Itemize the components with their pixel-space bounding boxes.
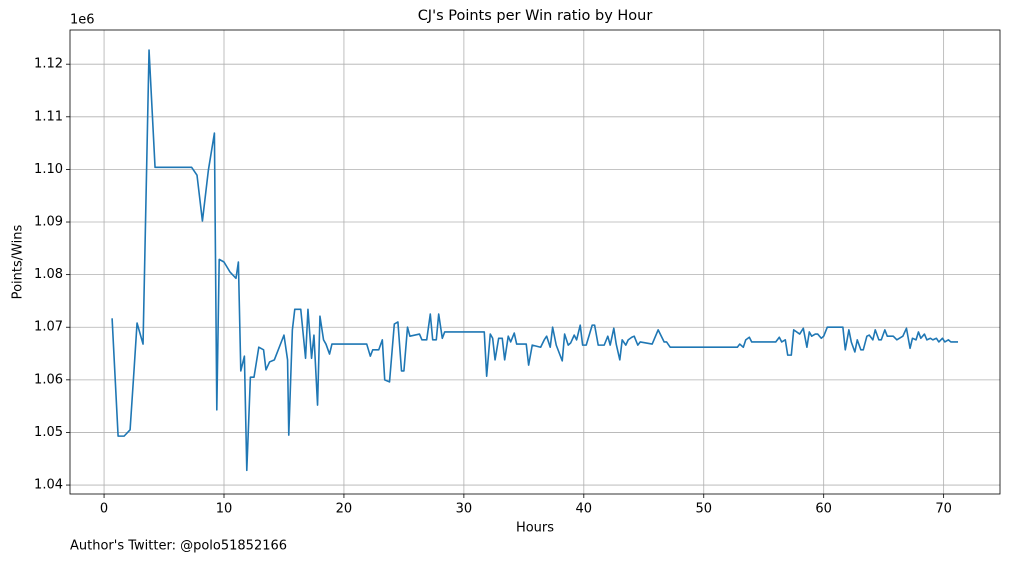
x-axis-label: Hours <box>516 521 554 536</box>
x-tick-label: 60 <box>815 502 832 517</box>
x-tick-label: 40 <box>576 502 593 517</box>
data-line <box>111 49 959 472</box>
chart-title: CJ's Points per Win ratio by Hour <box>418 8 653 24</box>
y-tick-label: 1.06 <box>34 372 63 387</box>
y-axis-label: Points/Wins <box>11 224 26 299</box>
x-tick-label: 70 <box>935 502 952 517</box>
x-tick-label: 0 <box>100 502 108 517</box>
y-tick-label: 1.11 <box>34 109 63 124</box>
y-tick-label: 1.10 <box>34 162 63 177</box>
x-tick-label: 10 <box>216 502 233 517</box>
y-tick-label: 1.07 <box>34 320 63 335</box>
plot-frame <box>69 29 1001 495</box>
y-tick-label: 1.09 <box>34 215 63 230</box>
y-tick-label: 1.12 <box>34 57 63 72</box>
x-tick-label: 20 <box>336 502 353 517</box>
footnote: Author's Twitter: @polo51852166 <box>70 539 287 554</box>
y-tick-label: 1.05 <box>34 425 63 440</box>
x-tick-label: 30 <box>456 502 473 517</box>
y-offset-label: 1e6 <box>70 13 95 28</box>
x-tick-label: 50 <box>695 502 712 517</box>
y-tick-label: 1.08 <box>34 267 63 282</box>
y-tick-label: 1.04 <box>34 478 63 493</box>
